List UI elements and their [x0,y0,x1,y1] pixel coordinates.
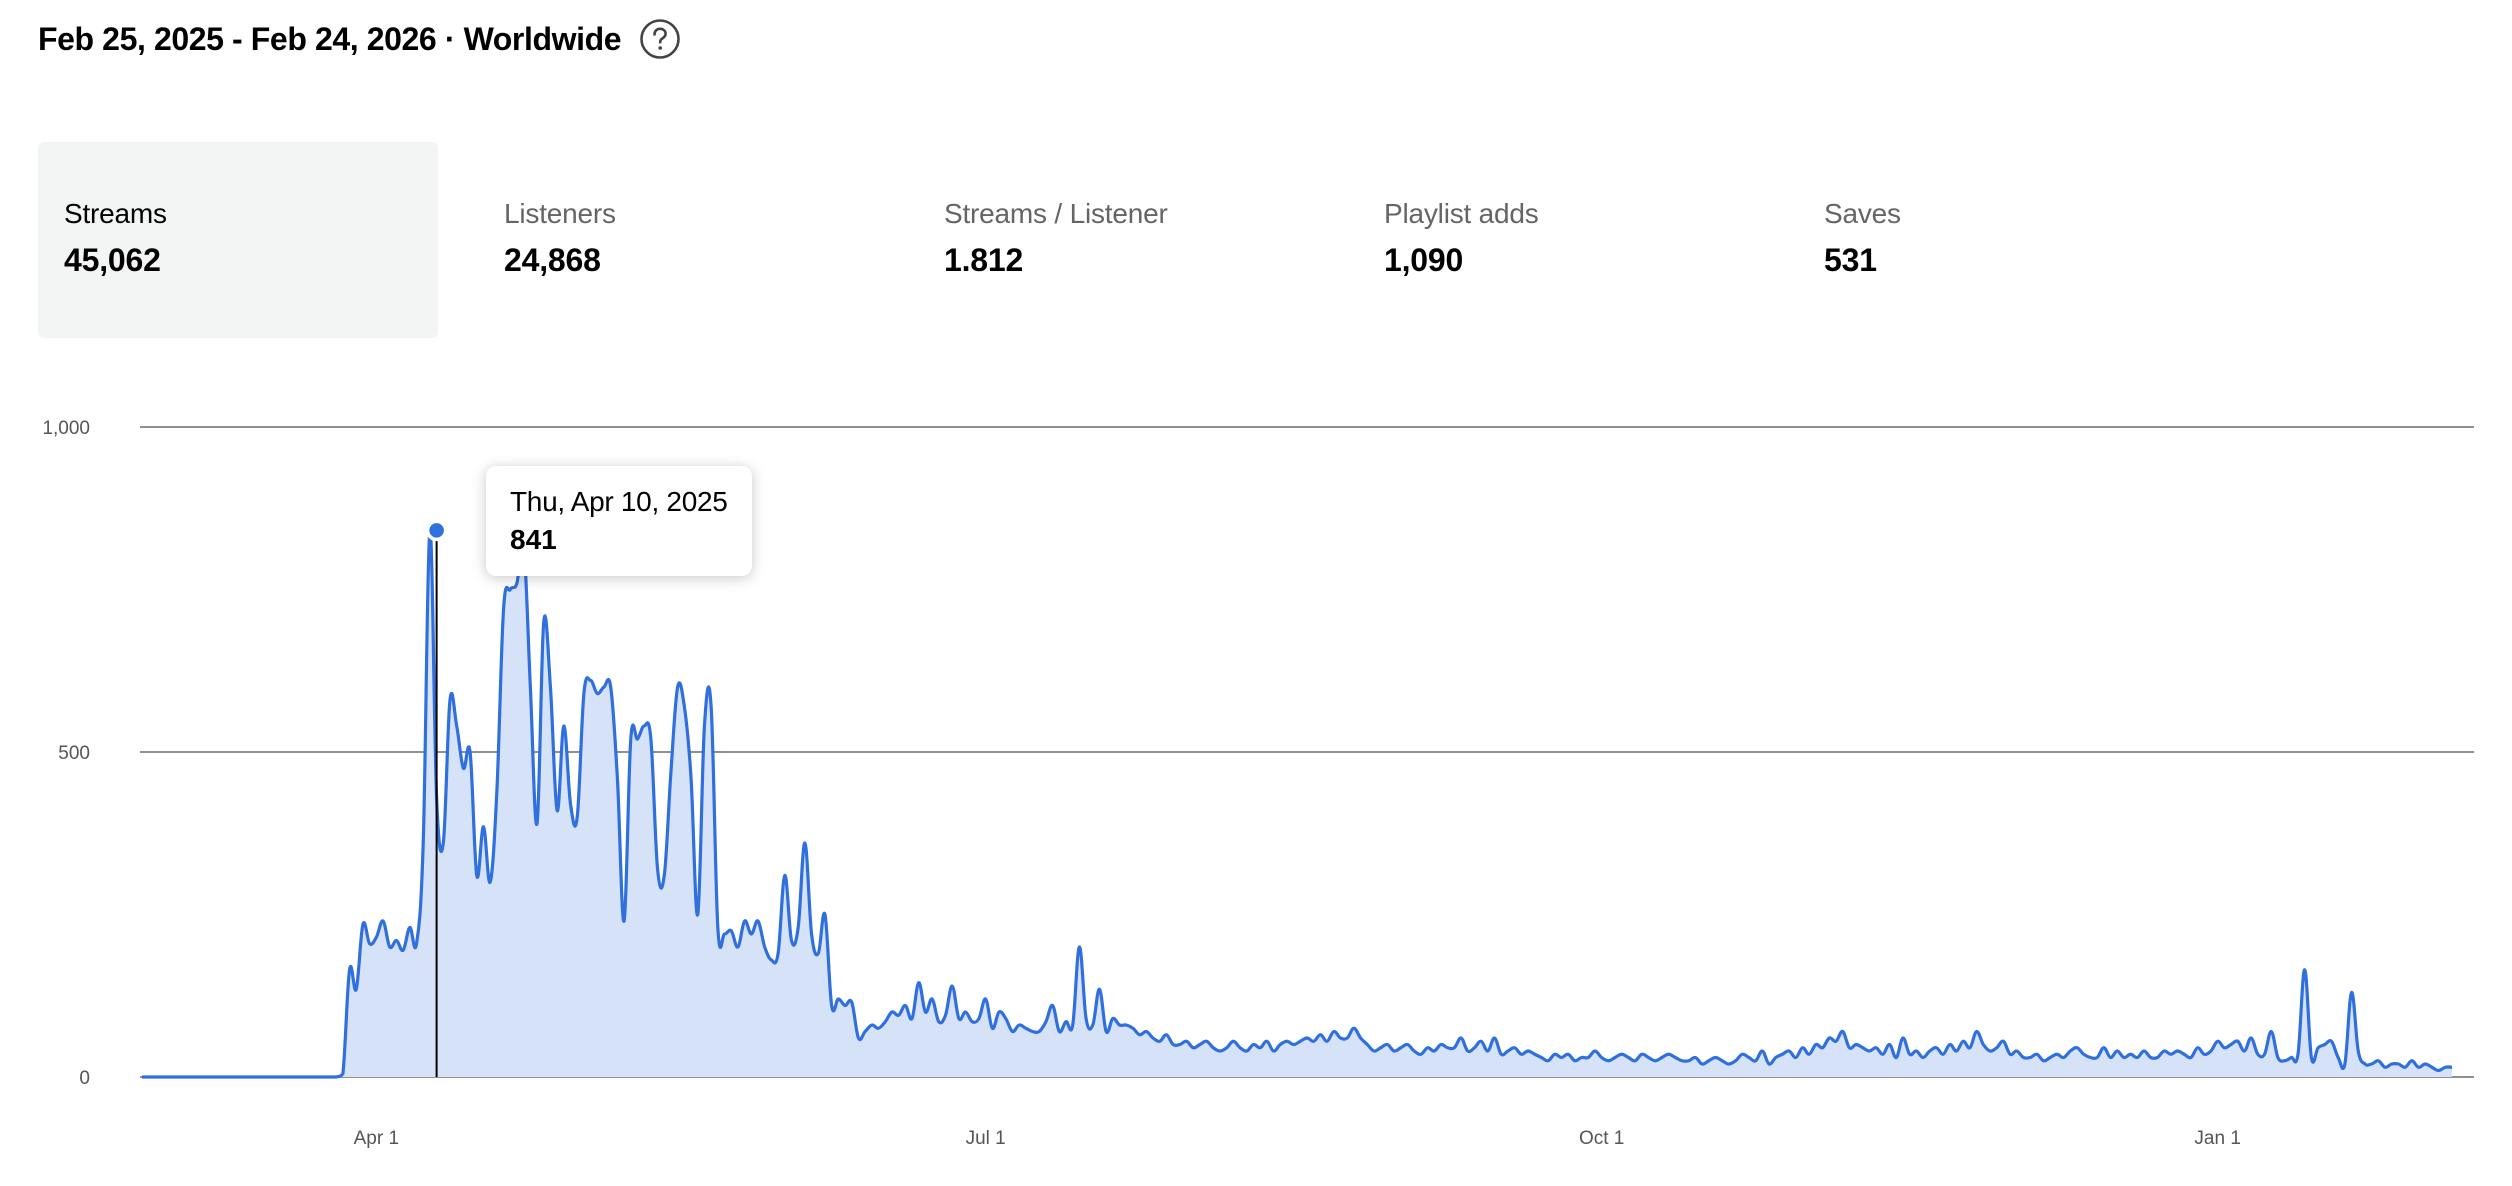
metric-value: 1.812 [944,242,1024,278]
y-tick-label: 500 [58,743,90,764]
tooltip-date: Thu, Apr 10, 2025 [510,486,728,517]
metrics-row: Streams 45,062 Listeners 24,868 Streams … [38,142,2458,338]
metric-saves[interactable]: Saves 531 [1798,142,2198,338]
y-tick-label: 0 [79,1068,90,1089]
y-tick-label: 1,000 [42,418,90,439]
x-tick-label: Apr 1 [354,1128,399,1149]
question-circle-icon[interactable] [639,18,681,60]
metric-value: 24,868 [504,242,601,278]
series-area [142,530,2452,1077]
metric-label: Streams [64,198,167,229]
metric-value: 1,090 [1384,242,1464,278]
metric-listeners[interactable]: Listeners 24,868 [478,142,878,338]
metric-label: Playlist adds [1384,198,1539,229]
x-tick-label: Jul 1 [966,1128,1006,1149]
metric-label: Saves [1824,198,1901,229]
header: Feb 25, 2025 - Feb 24, 2026 · Worldwide [38,14,681,64]
tooltip-value: 841 [510,524,557,555]
metric-playlist-adds[interactable]: Playlist adds 1,090 [1358,142,1758,338]
metric-value: 531 [1824,242,1877,278]
x-tick-label: Jan 1 [2194,1128,2240,1149]
metric-value: 45,062 [64,242,161,278]
chart-tooltip: Thu, Apr 10, 2025 841 [486,466,752,576]
date-range-title: Feb 25, 2025 - Feb 24, 2026 · Worldwide [38,20,622,57]
metric-label: Listeners [504,198,616,229]
highlight-point [425,519,448,542]
x-tick-label: Oct 1 [1579,1128,1624,1149]
metric-streams[interactable]: Streams 45,062 [38,142,438,338]
metric-label: Streams / Listener [944,198,1168,229]
metric-streams-per-listener[interactable]: Streams / Listener 1.812 [918,142,1318,338]
series-line [142,528,2453,1079]
